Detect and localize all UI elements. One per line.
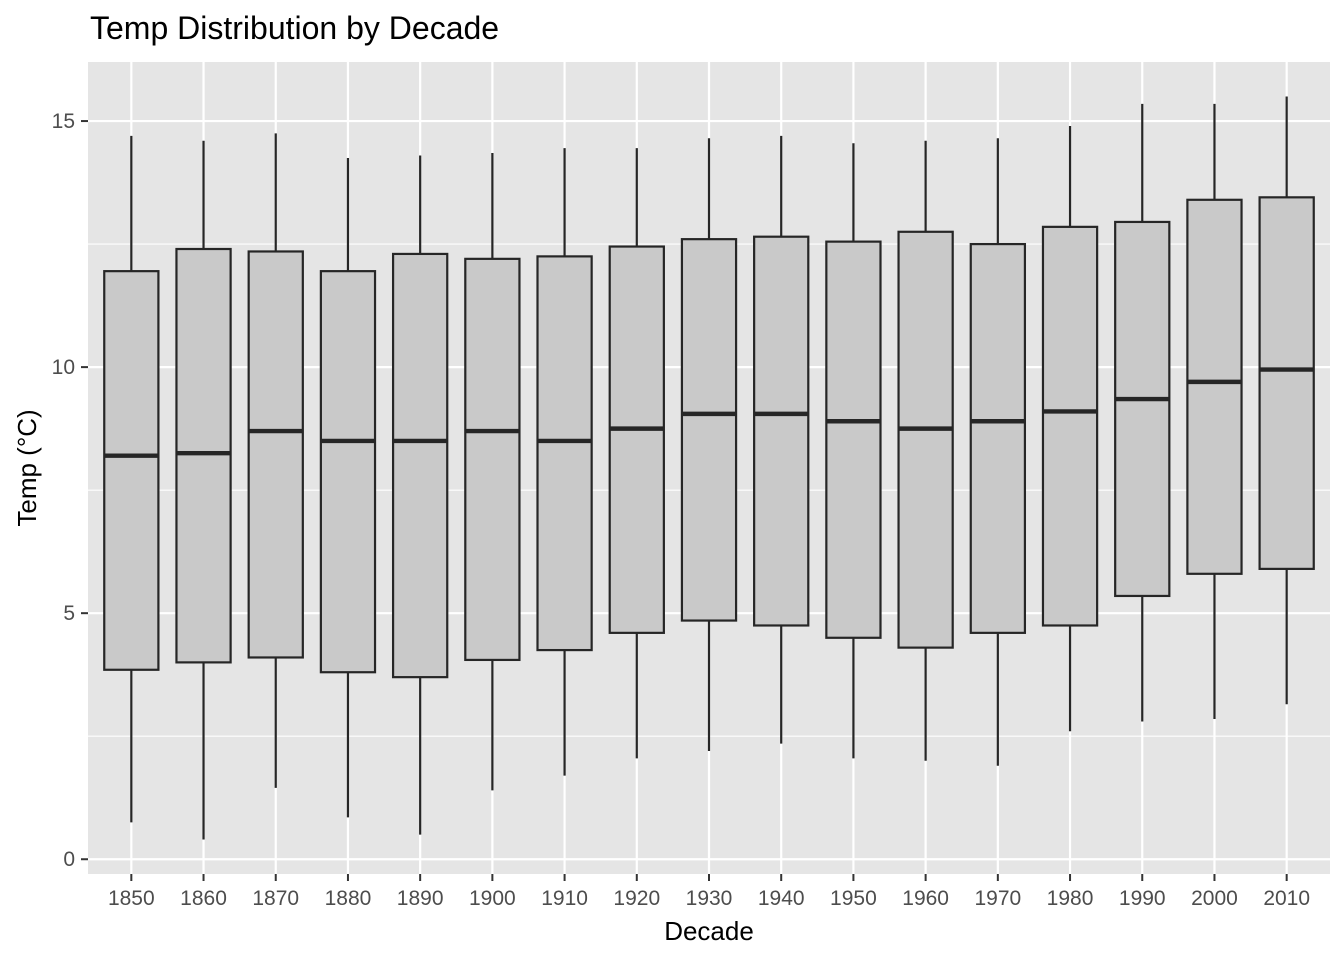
- y-tick-label: 10: [52, 356, 75, 379]
- box-1940: [753, 135, 810, 744]
- x-tick-label: 1850: [108, 887, 155, 910]
- y-axis: 0 5 10 15: [52, 110, 88, 871]
- box-body: [825, 240, 882, 639]
- x-tick-label: 2000: [1191, 887, 1238, 910]
- y-tick-label: 15: [52, 110, 75, 133]
- x-tick-label: 2010: [1263, 887, 1310, 910]
- box-body: [753, 235, 810, 627]
- x-tick-label: 1990: [1119, 887, 1166, 910]
- x-tick-label: 1950: [830, 887, 877, 910]
- box-1870: [247, 133, 304, 788]
- box-1990: [1114, 103, 1171, 722]
- y-tick-label: 5: [63, 602, 75, 625]
- x-tick-label: 1940: [758, 887, 805, 910]
- x-tick-label: 1900: [469, 887, 516, 910]
- y-tick-label: 0: [63, 848, 75, 871]
- box-1930: [680, 138, 738, 751]
- box-body: [103, 270, 160, 671]
- box-body: [1114, 220, 1171, 598]
- box-body: [608, 245, 665, 634]
- box-1970: [969, 138, 1027, 766]
- y-axis-title: Temp (°C): [12, 409, 42, 526]
- x-tick-label: 1880: [325, 887, 372, 910]
- x-tick-label: 1860: [180, 887, 227, 910]
- x-tick-label: 1910: [541, 887, 588, 910]
- x-tick-label: 1870: [252, 887, 299, 910]
- box-body: [247, 250, 304, 659]
- box-body: [897, 230, 954, 649]
- chart-title: Temp Distribution by Decade: [90, 10, 499, 46]
- box-1910: [536, 148, 593, 776]
- box-body: [464, 257, 521, 662]
- x-tick-label: 1890: [397, 887, 444, 910]
- x-tick-label: 1980: [1047, 887, 1094, 910]
- x-axis: 1850 1860 1870 1880 1890 1900 1910 1920 1930 1940…: [108, 874, 1310, 910]
- box-1920: [608, 148, 665, 759]
- box-body: [1041, 225, 1099, 627]
- box-2010: [1258, 96, 1315, 705]
- box-body: [1258, 196, 1315, 570]
- box-1850: [103, 135, 160, 823]
- box-1880: [319, 157, 377, 818]
- x-tick-label: 1970: [974, 887, 1021, 910]
- box-1950: [825, 143, 882, 759]
- x-tick-label: 1920: [613, 887, 660, 910]
- x-tick-label: 1960: [902, 887, 949, 910]
- box-body: [680, 238, 738, 622]
- x-axis-title: Decade: [664, 916, 754, 946]
- box-body: [969, 242, 1027, 634]
- box-1980: [1041, 125, 1099, 732]
- box-body: [391, 252, 449, 679]
- box-1960: [897, 140, 954, 761]
- box-body: [175, 247, 232, 664]
- box-body: [319, 270, 377, 674]
- box-body: [1186, 198, 1243, 575]
- box-1900: [464, 153, 521, 791]
- box-series: [103, 96, 1315, 840]
- box-1860: [175, 140, 232, 840]
- box-2000: [1186, 103, 1243, 719]
- box-body: [536, 255, 593, 652]
- box-1890: [391, 155, 449, 835]
- x-tick-label: 1930: [686, 887, 733, 910]
